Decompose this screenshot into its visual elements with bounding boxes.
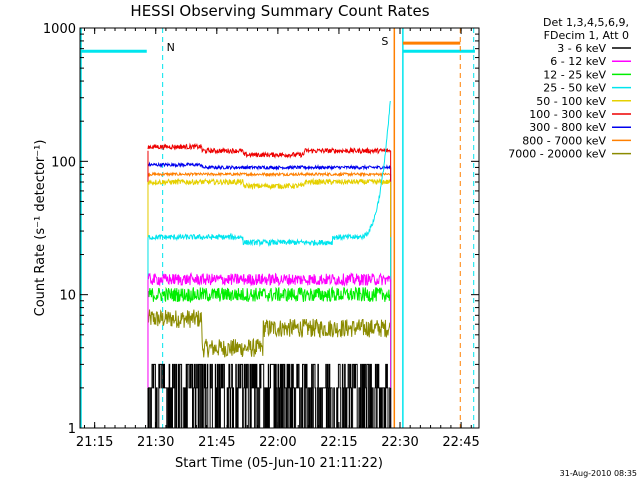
x-axis: 21:15 21:30 21:45 22:00 22:15 22:30 22:45 bbox=[76, 28, 480, 450]
legend-entry-label: 3 - 6 keV bbox=[557, 42, 606, 55]
x-tick-label: 22:45 bbox=[442, 435, 479, 450]
y-tick-label: 1000 bbox=[43, 22, 76, 37]
x-axis-label: Start Time (05-Jun-10 21:11:22) bbox=[175, 456, 383, 471]
timestamp: 31-Aug-2010 08:35 bbox=[560, 469, 637, 478]
legend-entry-label: 25 - 50 keV bbox=[543, 82, 606, 95]
plot-frame bbox=[79, 27, 480, 429]
legend-header-line2: FDecim 1, Att 0 bbox=[544, 29, 629, 42]
series-line bbox=[147, 177, 391, 191]
series-line bbox=[147, 309, 391, 358]
legend-header-line1: Det 1,3,4,5,6,9, bbox=[543, 16, 629, 29]
legend-entry-label: 100 - 300 keV bbox=[529, 108, 606, 121]
series-line bbox=[147, 142, 391, 159]
legend-entry-label: 800 - 7000 keV bbox=[522, 134, 606, 147]
series-line bbox=[147, 171, 391, 178]
marker-label-n: N bbox=[167, 41, 175, 54]
y-axis: 1 10 100 1000 bbox=[43, 22, 479, 437]
y-tick-label: 1 bbox=[68, 422, 76, 437]
y-tick-label: 100 bbox=[51, 155, 76, 170]
series-line bbox=[147, 161, 391, 171]
legend-entry-label: 50 - 100 keV bbox=[536, 95, 606, 108]
legend-entry-label: 12 - 25 keV bbox=[543, 68, 606, 81]
legend-entry-label: 6 - 12 keV bbox=[550, 55, 606, 68]
chart-title: HESSI Observing Summary Count Rates bbox=[130, 2, 429, 20]
y-axis-label: Count Rate (s⁻¹ detector⁻¹) bbox=[33, 140, 48, 317]
x-tick-label: 22:30 bbox=[381, 435, 418, 450]
series-line bbox=[148, 363, 391, 429]
marker-label-s: S bbox=[381, 35, 388, 48]
x-tick-label: 21:15 bbox=[76, 435, 113, 450]
series-line bbox=[148, 100, 391, 247]
series-line bbox=[147, 272, 391, 287]
y-tick-label: 10 bbox=[59, 289, 76, 304]
x-tick-label: 21:45 bbox=[198, 435, 235, 450]
legend: Det 1,3,4,5,6,9,FDecim 1, Att 03 - 6 keV… bbox=[508, 16, 631, 161]
series-line bbox=[147, 286, 391, 304]
x-tick-label: 21:30 bbox=[137, 435, 174, 450]
legend-entry-label: 300 - 800 keV bbox=[529, 121, 606, 134]
x-tick-label: 22:00 bbox=[259, 435, 296, 450]
legend-entry-label: 7000 - 20000 keV bbox=[508, 148, 606, 161]
x-tick-label: 22:15 bbox=[320, 435, 357, 450]
